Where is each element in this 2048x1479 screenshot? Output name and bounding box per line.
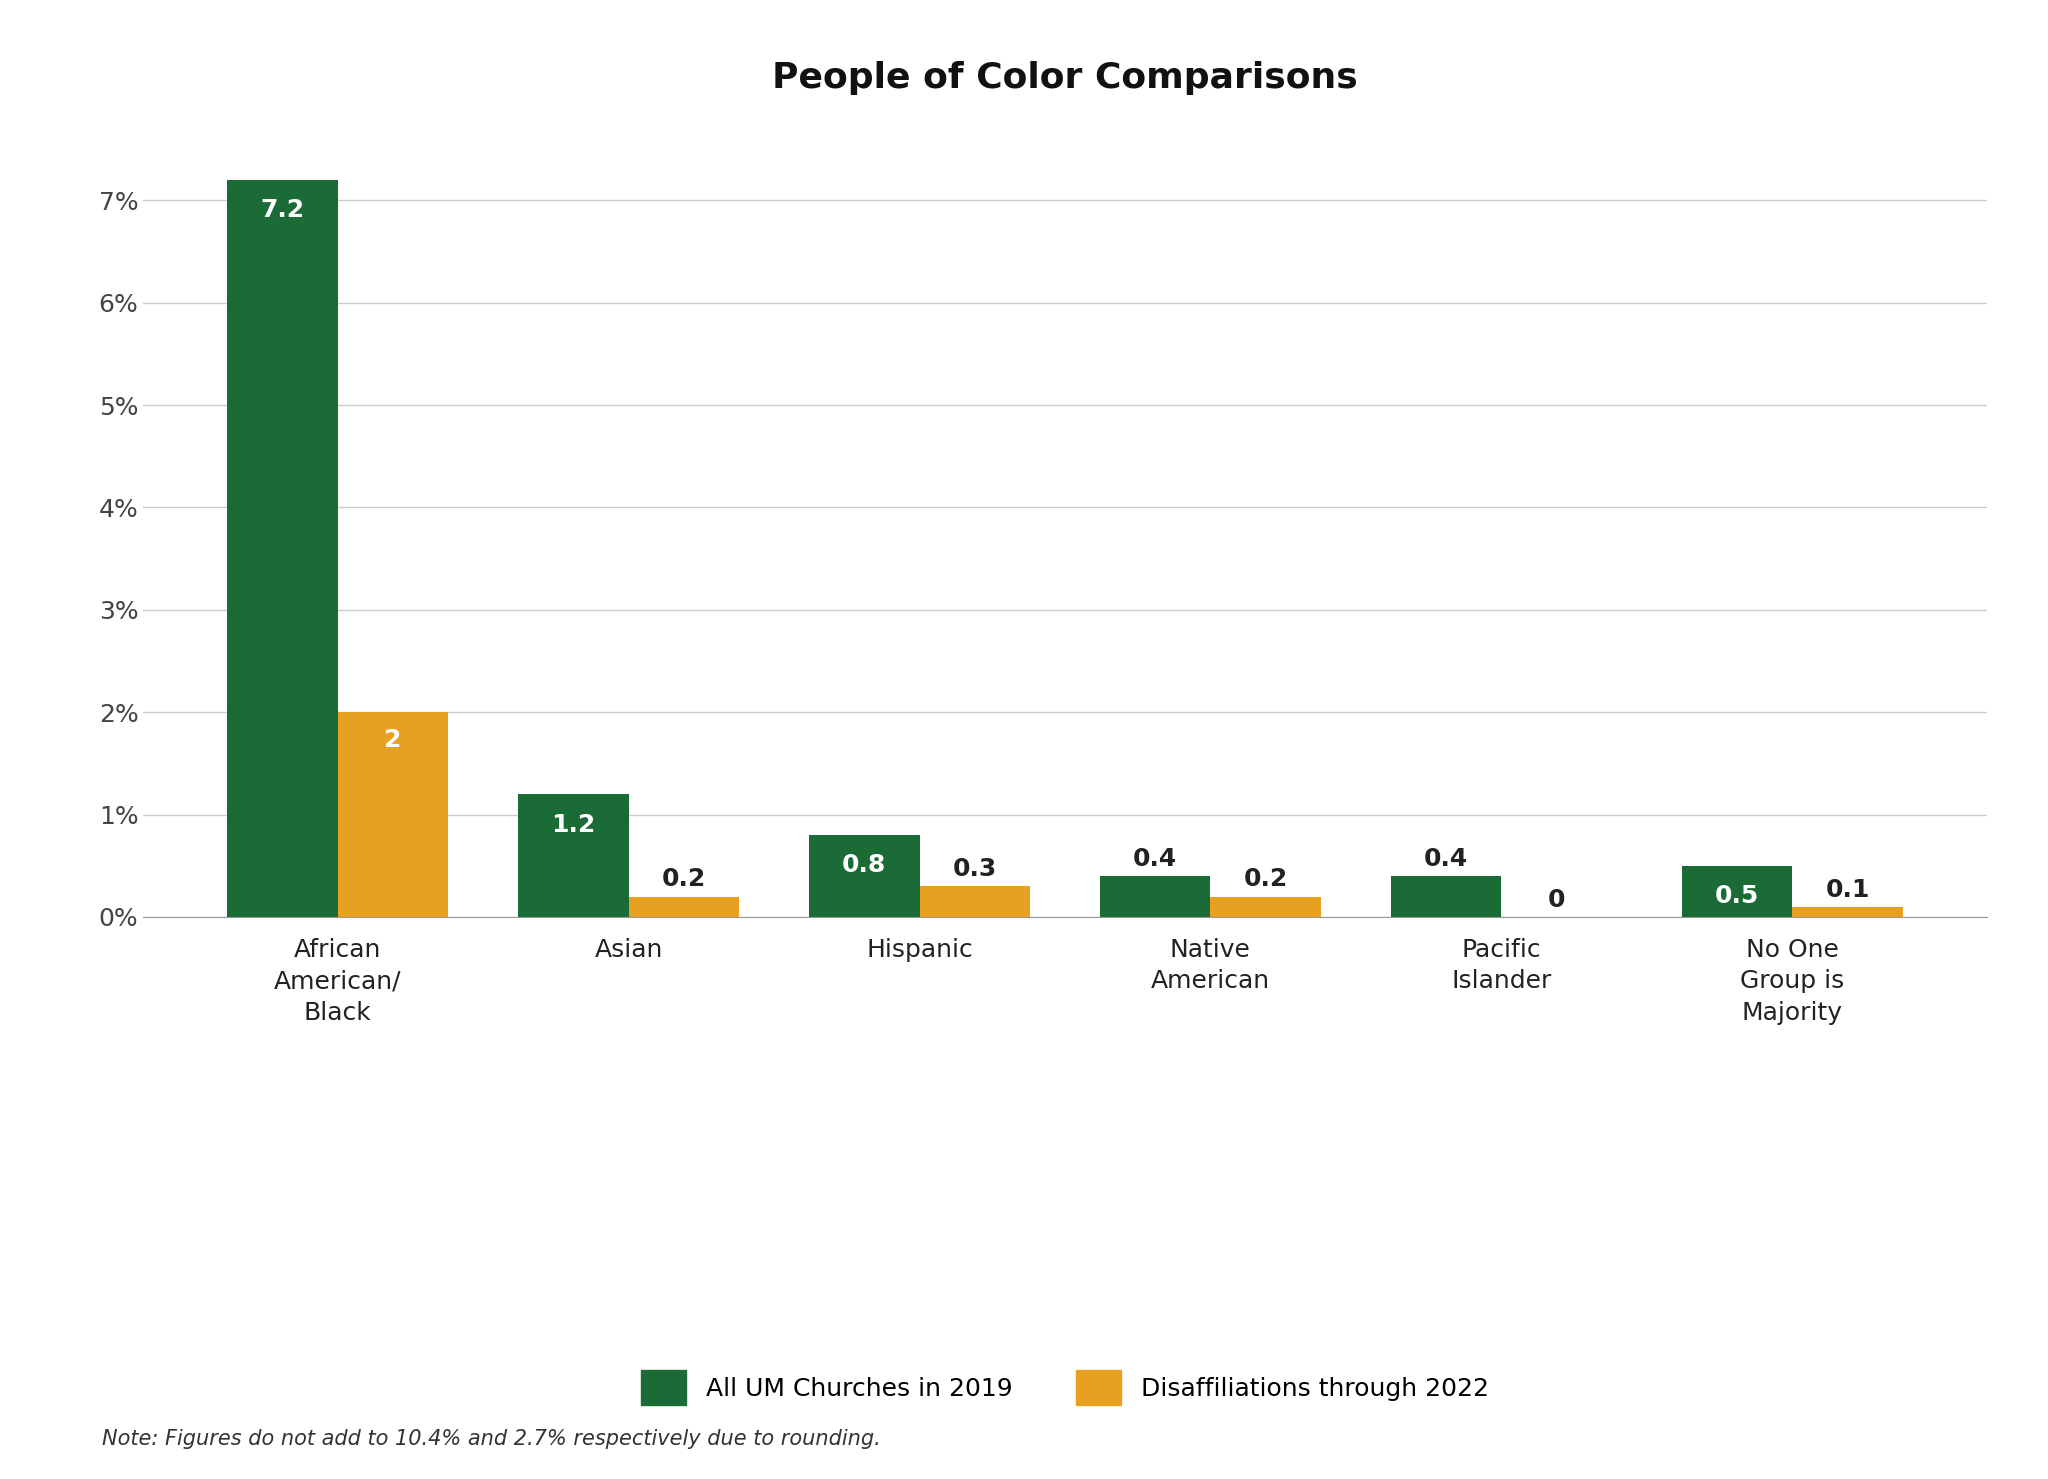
Text: 0.4: 0.4: [1133, 847, 1178, 871]
Legend: All UM Churches in 2019, Disaffiliations through 2022: All UM Churches in 2019, Disaffiliations…: [616, 1344, 1513, 1430]
Bar: [1100, 876, 1210, 917]
Text: 0.2: 0.2: [1243, 867, 1288, 892]
Bar: [338, 713, 449, 917]
Text: 7.2: 7.2: [260, 198, 305, 222]
Bar: [920, 886, 1030, 917]
Bar: [1210, 896, 1321, 917]
Title: People of Color Comparisons: People of Color Comparisons: [772, 61, 1358, 95]
Text: 0.8: 0.8: [842, 853, 887, 877]
Bar: [1391, 876, 1501, 917]
Text: Note: Figures do not add to 10.4% and 2.7% respectively due to rounding.: Note: Figures do not add to 10.4% and 2.…: [102, 1429, 881, 1449]
Text: 0.5: 0.5: [1714, 884, 1759, 908]
Text: 0.2: 0.2: [662, 867, 707, 892]
Bar: [1681, 865, 1792, 917]
Text: 2: 2: [385, 728, 401, 751]
Bar: [1792, 907, 1903, 917]
Text: 1.2: 1.2: [551, 812, 596, 837]
Bar: [518, 794, 629, 917]
Text: 0.1: 0.1: [1825, 877, 1870, 902]
Text: 0.4: 0.4: [1423, 847, 1468, 871]
Bar: [809, 836, 920, 917]
Text: 0.3: 0.3: [952, 858, 997, 881]
Bar: [227, 180, 338, 917]
Bar: [629, 896, 739, 917]
Text: 0: 0: [1548, 887, 1565, 913]
